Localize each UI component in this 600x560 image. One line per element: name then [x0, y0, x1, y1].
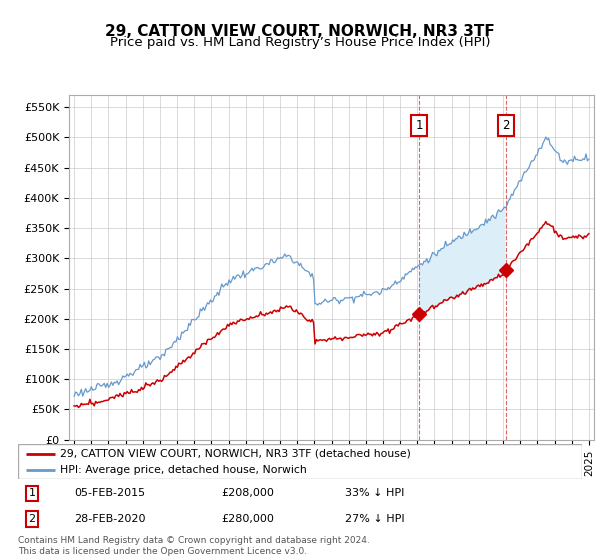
Text: 05-FEB-2015: 05-FEB-2015 [74, 488, 146, 498]
Text: 27% ↓ HPI: 27% ↓ HPI [345, 514, 405, 524]
Text: £208,000: £208,000 [221, 488, 274, 498]
Text: HPI: Average price, detached house, Norwich: HPI: Average price, detached house, Norw… [60, 465, 307, 475]
Text: Price paid vs. HM Land Registry’s House Price Index (HPI): Price paid vs. HM Land Registry’s House … [110, 36, 490, 49]
Text: 1: 1 [29, 488, 35, 498]
Text: 28-FEB-2020: 28-FEB-2020 [74, 514, 146, 524]
Text: 33% ↓ HPI: 33% ↓ HPI [345, 488, 404, 498]
Text: Contains HM Land Registry data © Crown copyright and database right 2024.
This d: Contains HM Land Registry data © Crown c… [18, 536, 370, 556]
FancyBboxPatch shape [18, 444, 582, 479]
Text: 29, CATTON VIEW COURT, NORWICH, NR3 3TF: 29, CATTON VIEW COURT, NORWICH, NR3 3TF [105, 24, 495, 39]
Text: 1: 1 [415, 119, 423, 132]
Text: £280,000: £280,000 [221, 514, 274, 524]
Text: 2: 2 [502, 119, 509, 132]
Text: 29, CATTON VIEW COURT, NORWICH, NR3 3TF (detached house): 29, CATTON VIEW COURT, NORWICH, NR3 3TF … [60, 449, 411, 459]
Text: 2: 2 [29, 514, 35, 524]
